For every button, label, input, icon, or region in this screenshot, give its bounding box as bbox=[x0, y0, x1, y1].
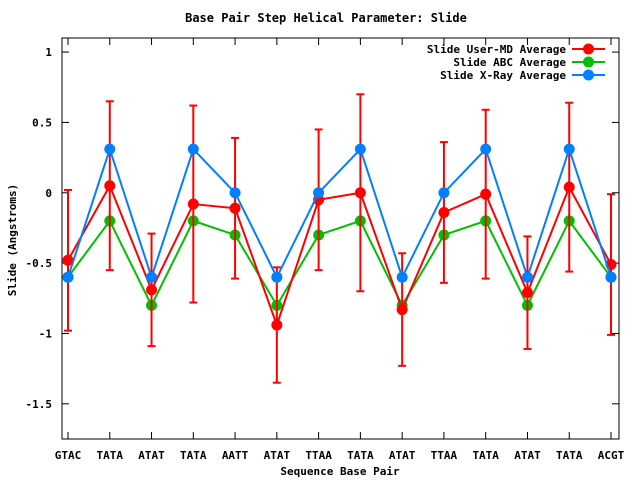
y-tick-label: 0.5 bbox=[32, 116, 52, 129]
data-point bbox=[396, 271, 408, 283]
series-2 bbox=[62, 215, 617, 311]
x-tick-label: TTAA bbox=[305, 449, 332, 462]
data-point bbox=[229, 202, 241, 214]
legend-marker bbox=[583, 43, 594, 55]
data-point bbox=[313, 187, 325, 199]
legend-label: Slide X-Ray Average bbox=[440, 69, 566, 82]
y-tick-label: -1.5 bbox=[26, 398, 53, 411]
data-point bbox=[146, 284, 158, 296]
data-point bbox=[521, 271, 533, 283]
series-1 bbox=[62, 93, 617, 384]
series-layer bbox=[62, 93, 617, 384]
series-line bbox=[67, 145, 612, 281]
x-tick-label: TATA bbox=[97, 449, 124, 462]
data-point bbox=[62, 254, 74, 266]
data-point bbox=[354, 143, 366, 155]
data-point bbox=[271, 271, 283, 283]
series-line bbox=[67, 183, 612, 329]
legend-marker bbox=[583, 69, 594, 81]
legend-label: Slide User-MD Average bbox=[427, 43, 566, 56]
x-tick-label: GTAC bbox=[55, 449, 82, 462]
series-3 bbox=[62, 143, 617, 283]
data-point bbox=[521, 287, 533, 299]
data-point bbox=[187, 198, 199, 210]
data-point bbox=[396, 304, 408, 316]
data-point bbox=[438, 206, 450, 218]
plot-frame bbox=[61, 37, 620, 440]
x-tick-label: AATT bbox=[222, 449, 249, 462]
data-point bbox=[104, 143, 116, 155]
data-point bbox=[104, 180, 116, 192]
x-tick-label: ATAT bbox=[264, 449, 291, 462]
data-point bbox=[229, 187, 241, 199]
x-axis-label: Sequence Base Pair bbox=[280, 465, 400, 478]
y-tick-label: -0.5 bbox=[26, 257, 53, 270]
data-point bbox=[438, 187, 450, 199]
x-tick-label: ATAT bbox=[514, 449, 541, 462]
data-point bbox=[563, 143, 575, 155]
y-axis-label: Slide (Angstroms) bbox=[6, 184, 19, 297]
x-tick-label: TTAA bbox=[431, 449, 458, 462]
x-tick-label: TATA bbox=[556, 449, 583, 462]
y-tick-label: -1 bbox=[39, 327, 53, 340]
data-point bbox=[563, 181, 575, 193]
legend-marker bbox=[583, 56, 594, 68]
x-tick-label: TATA bbox=[180, 449, 207, 462]
data-point bbox=[605, 271, 617, 283]
data-point bbox=[271, 319, 283, 331]
x-tick-label: TATA bbox=[472, 449, 499, 462]
data-point bbox=[354, 187, 366, 199]
y-tick-label: 0 bbox=[45, 187, 52, 200]
data-point bbox=[480, 188, 492, 200]
series-line bbox=[67, 219, 612, 308]
chart-title: Base Pair Step Helical Parameter: Slide bbox=[185, 11, 467, 25]
y-tick-label: 1 bbox=[45, 46, 52, 59]
data-point bbox=[187, 143, 199, 155]
x-tick-label: ATAT bbox=[138, 449, 165, 462]
axis-ticks: 1 0.5 0 -0.5 -1 -1.5 GTAC TATA ATAT TATA AATT ATAT T… bbox=[26, 38, 625, 462]
legend-label: Slide ABC Average bbox=[453, 56, 566, 69]
data-point bbox=[146, 271, 158, 283]
data-point bbox=[62, 271, 74, 283]
x-tick-label: ATAT bbox=[389, 449, 416, 462]
data-point bbox=[480, 143, 492, 155]
x-tick-label: ACGT bbox=[598, 449, 625, 462]
x-tick-label: TATA bbox=[347, 449, 374, 462]
